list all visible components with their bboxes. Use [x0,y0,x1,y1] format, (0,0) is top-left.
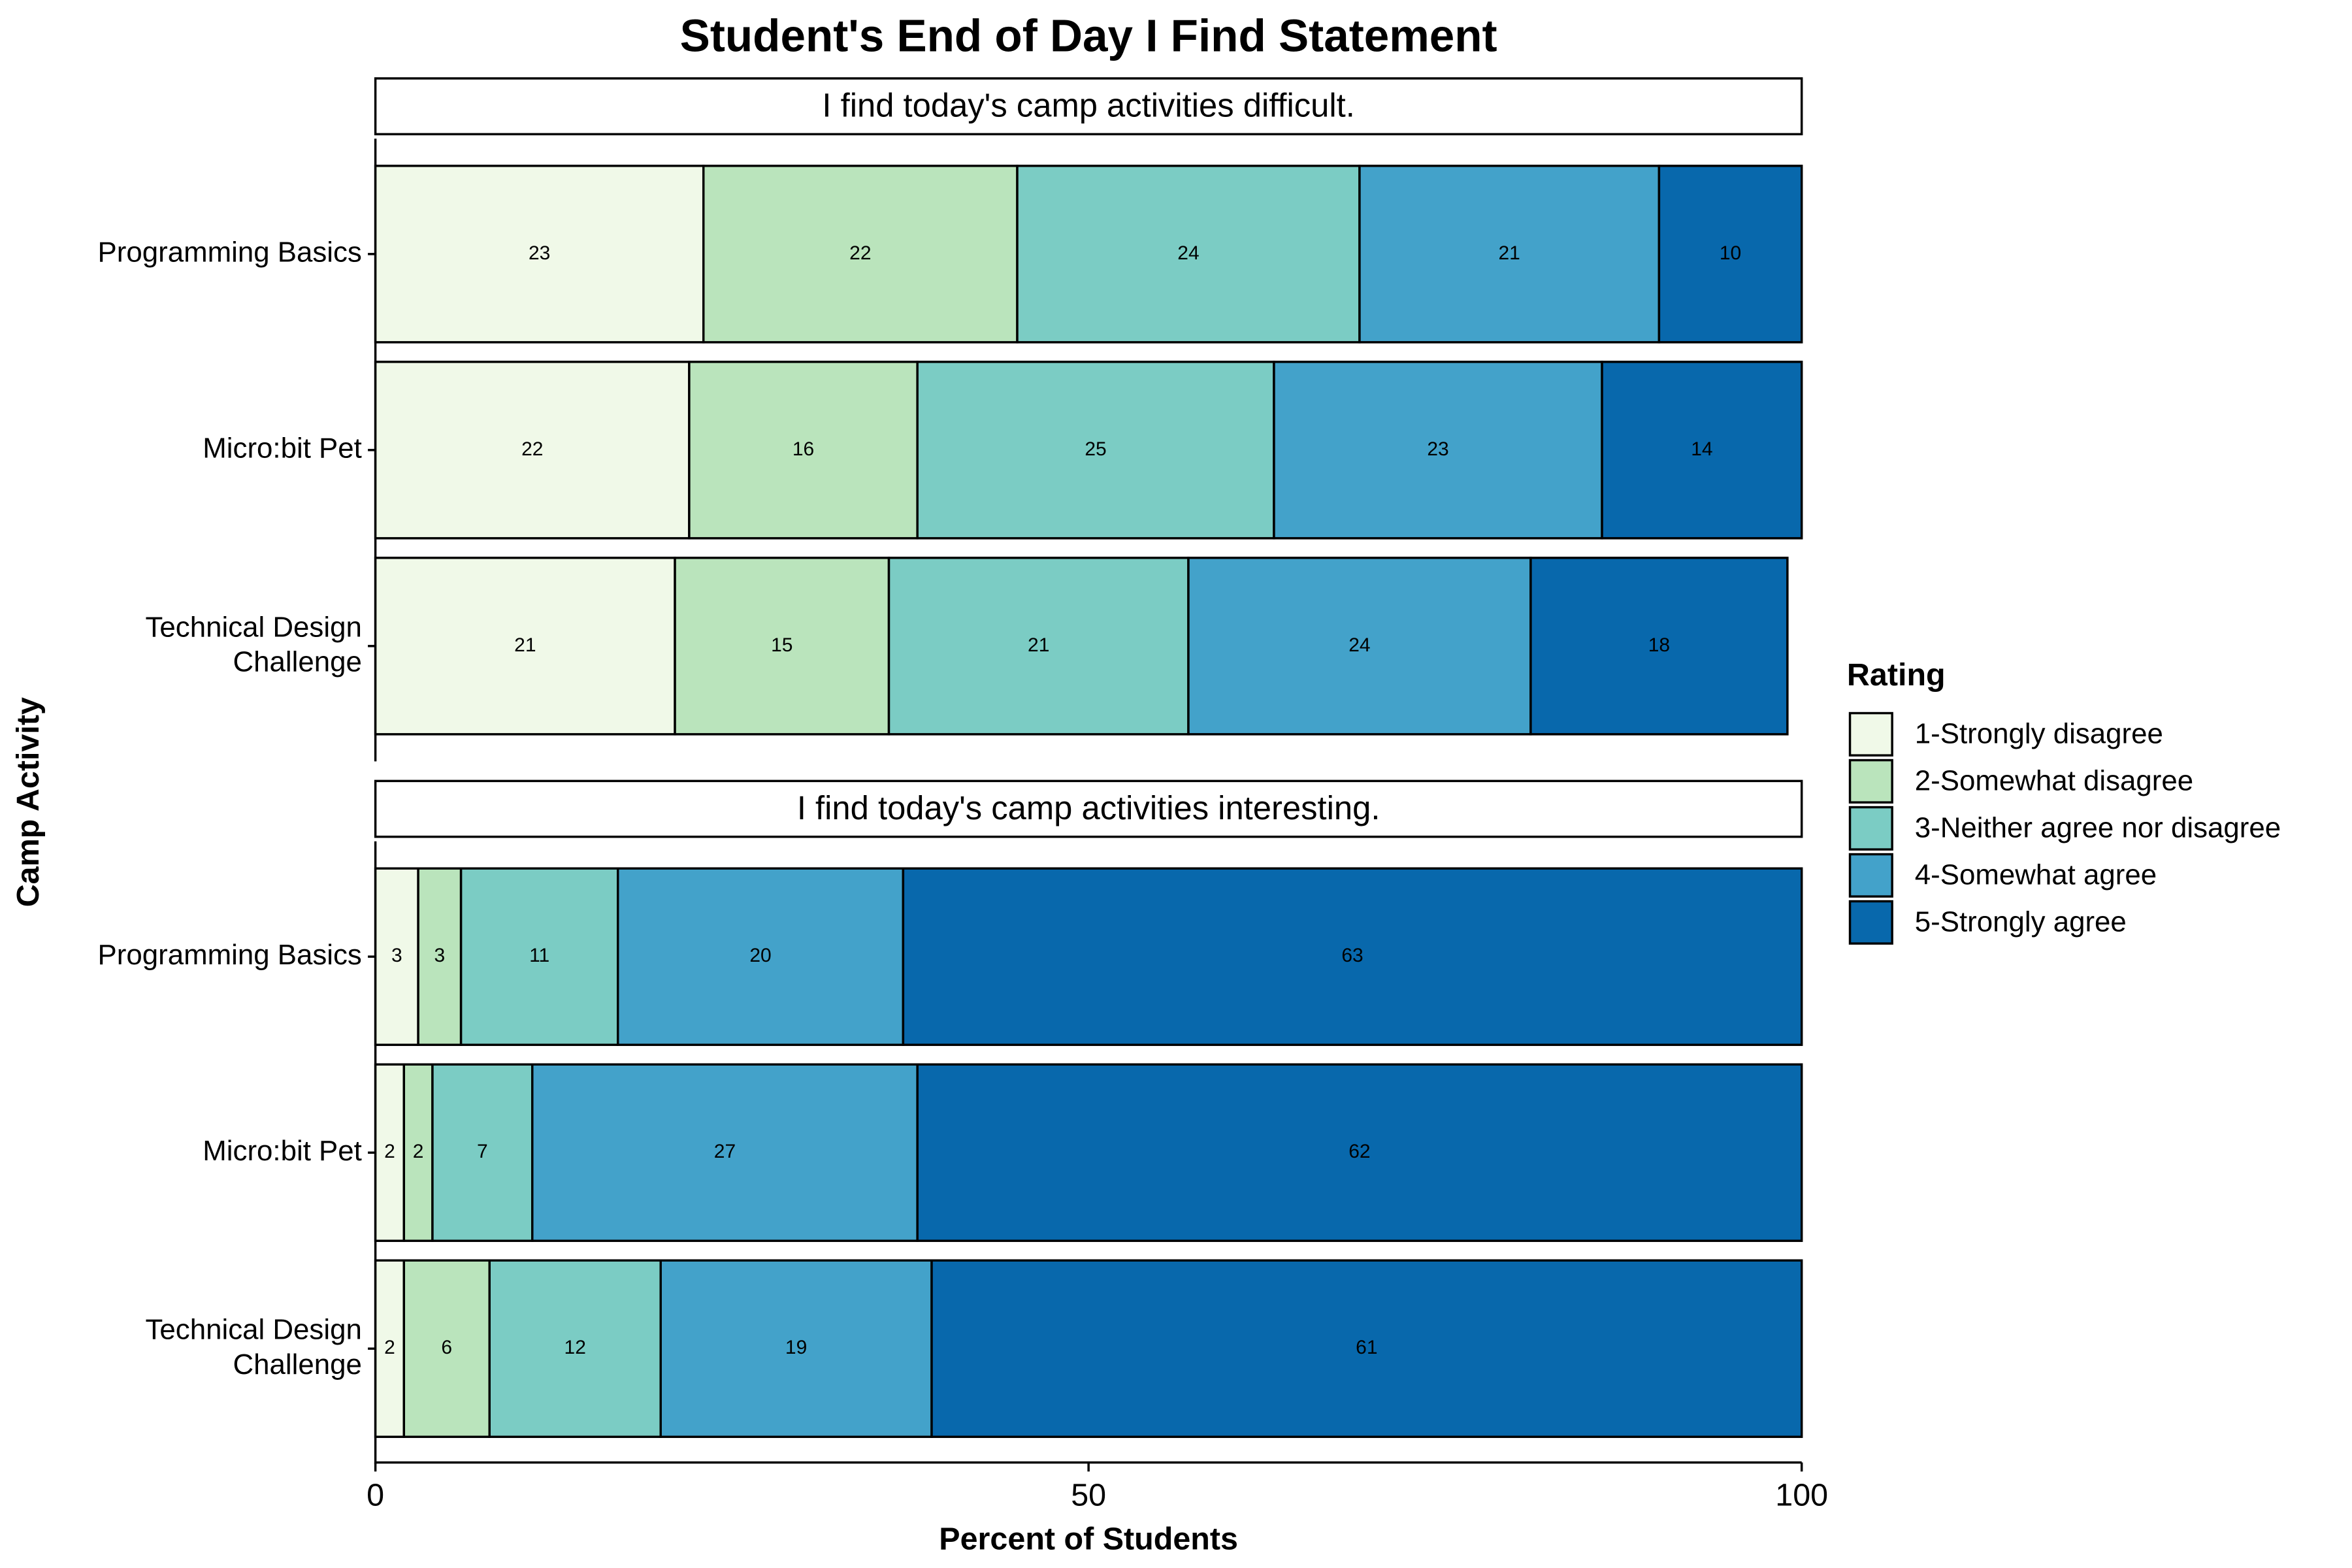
bar-segment [1658,165,1803,344]
data-label: 27 [714,1141,736,1162]
data-label: 21 [1028,634,1049,656]
legend-key [1848,806,1893,851]
legend-label: 5-Strongly agree [1915,906,2127,938]
bar-segment [402,1063,434,1242]
data-label: 7 [477,1141,488,1162]
bar-segment [488,1259,662,1438]
bar-segment [887,557,1190,736]
data-label: 23 [1427,438,1448,460]
y-tick-label: Technical Design Challenge [146,1313,362,1380]
bar-segment [1273,361,1603,540]
bar-segment [1016,165,1361,344]
data-label: 11 [529,945,549,966]
bar-segment [659,1259,933,1438]
bar-segment [374,361,691,540]
data-label: 22 [521,438,543,460]
data-label: 10 [1720,242,1741,264]
data-label: 21 [514,634,536,656]
data-label: 14 [1691,438,1712,460]
data-label: 15 [771,634,792,656]
legend-key [1848,853,1893,898]
y-tick-label: Technical Design Challenge [146,611,362,678]
bar-segment [688,361,919,540]
bar-segment [374,165,705,344]
legend-key [1848,759,1893,804]
bar-segment [930,1259,1803,1438]
data-label: 20 [749,945,771,966]
data-label: 2 [384,1141,395,1162]
data-label: 2 [413,1141,424,1162]
data-label: 23 [529,242,550,264]
bar-segment [431,1063,534,1242]
legend-label: 4-Somewhat agree [1915,859,2157,891]
chart-title: Student's End of Day I Find Statement [680,10,1497,61]
data-label: 22 [849,242,871,264]
data-label: 62 [1348,1141,1370,1162]
legend-label: 1-Strongly disagree [1915,718,2163,750]
data-label: 6 [441,1337,452,1358]
legend-label: 2-Somewhat disagree [1915,765,2193,797]
bar-segment [374,557,676,736]
legend-key [1848,711,1893,757]
bar-segment [374,1063,406,1242]
legend-title: Rating [1847,657,1946,693]
data-label: 12 [564,1337,586,1358]
y-axis-label: Camp Activity [10,697,46,907]
data-label: 2 [384,1337,395,1358]
strip [374,779,1803,838]
bar-segment [702,165,1019,344]
data-label: 3 [391,945,402,966]
data-label: 63 [1341,945,1363,966]
bar-segment [916,1063,1803,1242]
y-tick-label: Programming Basics [98,236,362,268]
data-label: 3 [434,945,446,966]
bar-segment [531,1063,919,1242]
data-label: 24 [1348,634,1370,656]
x-axis-label: Percent of Students [939,1521,1238,1556]
bar-segment [617,867,905,1046]
panel-title: I find today's camp activities difficult… [822,86,1354,123]
y-tick-label: Programming Basics [98,939,362,971]
bar-segment [1601,361,1803,540]
data-label: 25 [1085,438,1106,460]
bar-segment [902,867,1803,1046]
data-label: 21 [1498,242,1520,264]
strip [374,77,1803,136]
bar-segment [402,1259,491,1438]
legend-label: 3-Neither agree nor disagree [1915,812,2281,844]
legend-key [1848,900,1893,945]
panel-title: I find today's camp activities interesti… [797,789,1380,826]
bar-segment [374,867,419,1046]
x-tick-label: 100 [1775,1477,1828,1512]
y-tick-label: Micro:bit Pet [203,1135,362,1167]
bar-segment [1529,557,1789,736]
data-label: 18 [1648,634,1670,656]
x-tick-label: 50 [1071,1477,1106,1512]
bar-segment [916,361,1275,540]
x-tick-label: 0 [367,1477,384,1512]
bar-segment [674,557,890,736]
data-label: 16 [792,438,814,460]
data-label: 19 [785,1337,807,1358]
data-label: 61 [1356,1337,1377,1358]
data-label: 24 [1177,242,1199,264]
y-tick-label: Micro:bit Pet [203,432,362,464]
